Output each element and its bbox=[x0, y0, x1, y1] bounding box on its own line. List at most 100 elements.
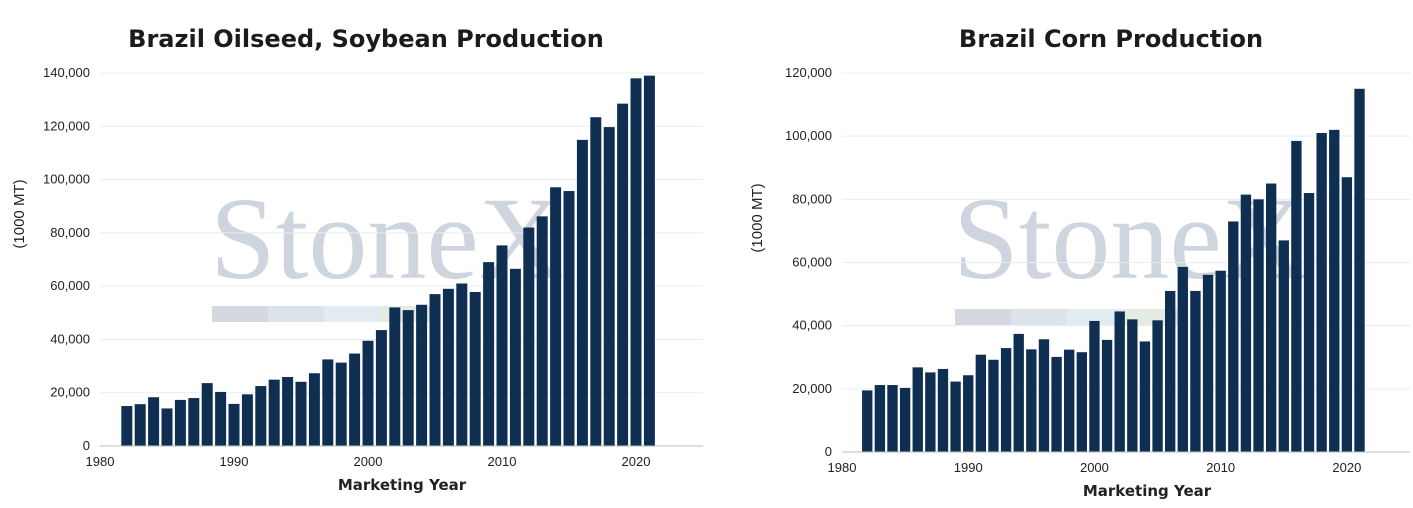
chart-title: Brazil Oilseed, Soybean Production bbox=[128, 25, 604, 53]
bar-1993 bbox=[1000, 348, 1012, 452]
bar-2002 bbox=[389, 307, 401, 446]
corn-chart-svg: Brazil Corn Production StoneX 020,00040,… bbox=[749, 25, 1410, 500]
bar-1998 bbox=[335, 362, 347, 446]
bar-1988 bbox=[201, 383, 213, 446]
bar-2017 bbox=[590, 117, 602, 446]
bar-1995 bbox=[295, 381, 307, 446]
bars bbox=[862, 88, 1365, 453]
y-axis-label: (1000 MT) bbox=[11, 179, 28, 248]
x-tick-label: 2020 bbox=[622, 454, 651, 469]
soybean-production-chart: Brazil Oilseed, Soybean Production Stone… bbox=[0, 0, 706, 508]
soybean-chart-svg: Brazil Oilseed, Soybean Production Stone… bbox=[11, 25, 703, 494]
bar-1985 bbox=[161, 408, 173, 446]
watermark-stripe bbox=[1011, 309, 1067, 325]
bar-2009 bbox=[483, 262, 495, 446]
bar-2008 bbox=[1190, 290, 1201, 452]
y-tick-label: 0 bbox=[825, 444, 832, 459]
bar-1989 bbox=[215, 391, 227, 446]
bar-1992 bbox=[255, 386, 267, 446]
bar-1998 bbox=[1064, 349, 1075, 452]
bar-1983 bbox=[874, 385, 886, 452]
x-axis-label: Marketing Year bbox=[338, 476, 467, 494]
bar-2005 bbox=[1152, 320, 1163, 452]
x-tick-label: 1980 bbox=[828, 460, 857, 475]
y-tick-label: 100,000 bbox=[785, 128, 832, 143]
bar-1985 bbox=[899, 387, 911, 452]
y-tick-label: 120,000 bbox=[43, 118, 90, 133]
bar-2016 bbox=[576, 139, 588, 446]
y-tick-label: 40,000 bbox=[50, 331, 90, 346]
bar-1999 bbox=[1076, 352, 1087, 452]
y-tick-label: 120,000 bbox=[785, 65, 832, 80]
x-tick-label: 2020 bbox=[1332, 460, 1361, 475]
grid-lines bbox=[100, 72, 703, 394]
bar-2004 bbox=[1139, 341, 1151, 452]
bar-2017 bbox=[1303, 193, 1315, 452]
bar-2000 bbox=[1089, 320, 1100, 452]
y-axis-label: (1000 MT) bbox=[749, 183, 766, 252]
y-tick-label: 20,000 bbox=[50, 385, 90, 400]
bar-1982 bbox=[862, 390, 873, 452]
y-tick-label: 40,000 bbox=[792, 318, 832, 333]
bar-1999 bbox=[349, 353, 361, 446]
x-axis-ticks: 1980 1990 2000 2010 2020 bbox=[86, 454, 651, 469]
bar-1991 bbox=[241, 394, 253, 446]
bar-1993 bbox=[268, 379, 280, 446]
bar-2014 bbox=[550, 187, 562, 447]
bar-2012 bbox=[523, 227, 535, 446]
y-tick-label: 20,000 bbox=[792, 381, 832, 396]
bar-2018 bbox=[603, 127, 615, 446]
bar-1984 bbox=[887, 385, 898, 452]
bar-2006 bbox=[1165, 290, 1176, 452]
bar-1988 bbox=[937, 368, 949, 452]
bar-2015 bbox=[1278, 240, 1289, 452]
x-tick-label: 2010 bbox=[488, 454, 517, 469]
bar-2015 bbox=[563, 191, 575, 446]
watermark-stripe bbox=[1067, 309, 1123, 325]
x-tick-label: 1990 bbox=[220, 454, 249, 469]
bar-1991 bbox=[975, 354, 987, 452]
x-tick-label: 2000 bbox=[354, 454, 383, 469]
y-tick-label: 60,000 bbox=[792, 255, 832, 270]
bar-1983 bbox=[134, 404, 146, 446]
bar-2003 bbox=[402, 310, 414, 446]
bar-2005 bbox=[429, 294, 441, 446]
bar-1989 bbox=[950, 381, 961, 452]
bar-1994 bbox=[282, 377, 294, 446]
bar-2016 bbox=[1291, 140, 1302, 452]
bar-2006 bbox=[442, 288, 454, 446]
x-tick-label: 1990 bbox=[954, 460, 983, 475]
bar-2001 bbox=[375, 330, 387, 446]
x-tick-label: 1980 bbox=[86, 454, 115, 469]
watermark-stripe bbox=[955, 309, 1011, 325]
y-tick-label: 60,000 bbox=[50, 278, 90, 293]
bar-2007 bbox=[456, 283, 468, 446]
y-tick-label: 0 bbox=[83, 438, 90, 453]
bar-1986 bbox=[174, 399, 186, 446]
watermark-stripe bbox=[268, 306, 324, 322]
bar-1984 bbox=[148, 397, 160, 446]
y-tick-label: 140,000 bbox=[43, 65, 90, 80]
bar-2020 bbox=[1341, 177, 1353, 453]
bar-2014 bbox=[1265, 183, 1277, 453]
bar-1994 bbox=[1013, 333, 1024, 452]
bar-2013 bbox=[536, 216, 548, 446]
y-tick-label: 80,000 bbox=[50, 225, 90, 240]
bar-2021 bbox=[643, 75, 655, 446]
bar-2003 bbox=[1127, 319, 1138, 452]
bar-2012 bbox=[1240, 194, 1252, 452]
bar-2011 bbox=[509, 268, 521, 446]
bar-1997 bbox=[1051, 356, 1062, 452]
y-axis-ticks: 0 20,000 40,000 60,000 80,000 100,000 120,000 bbox=[785, 65, 832, 459]
bar-1992 bbox=[988, 359, 999, 452]
bar-1987 bbox=[188, 398, 200, 446]
bar-2002 bbox=[1114, 311, 1125, 452]
bar-1996 bbox=[308, 373, 320, 446]
bar-2010 bbox=[496, 245, 508, 446]
bar-2019 bbox=[617, 103, 629, 446]
chart-title: Brazil Corn Production bbox=[959, 25, 1263, 53]
watermark-stripe bbox=[212, 306, 268, 322]
bar-1982 bbox=[121, 406, 133, 446]
bar-1996 bbox=[1038, 339, 1050, 452]
stonex-watermark: StoneX bbox=[210, 173, 564, 322]
